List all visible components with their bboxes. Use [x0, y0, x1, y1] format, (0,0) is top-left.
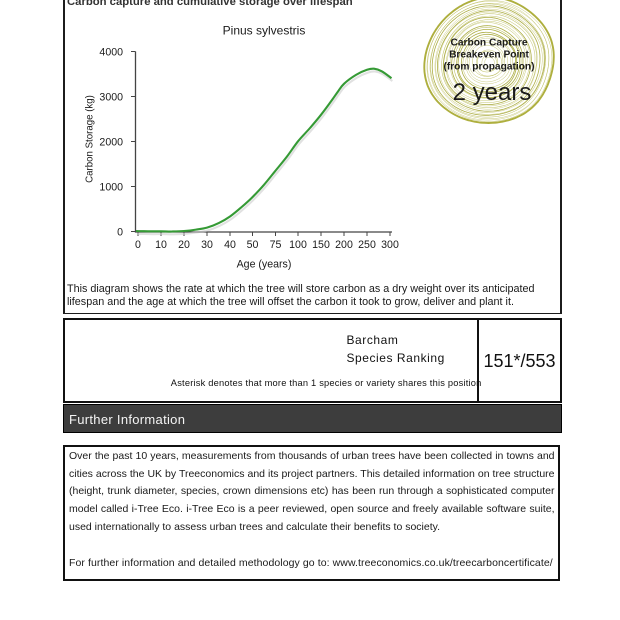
svg-text:50: 50 — [247, 239, 259, 251]
svg-text:200: 200 — [335, 239, 353, 251]
svg-text:Carbon Storage (kg): Carbon Storage (kg) — [85, 95, 96, 183]
svg-text:1000: 1000 — [99, 182, 123, 194]
svg-text:20: 20 — [178, 239, 190, 251]
svg-text:4000: 4000 — [99, 47, 123, 59]
svg-text:300: 300 — [381, 239, 399, 251]
svg-text:75: 75 — [270, 239, 282, 251]
svg-text:40: 40 — [224, 239, 236, 251]
svg-text:150: 150 — [312, 239, 330, 251]
svg-text:Carbon Capture: Carbon Capture — [451, 38, 528, 49]
svg-text:(from propagation): (from propagation) — [443, 62, 534, 73]
svg-text:0: 0 — [117, 227, 123, 239]
svg-text:30: 30 — [201, 239, 213, 251]
svg-text:0: 0 — [135, 239, 141, 251]
svg-text:Age (years): Age (years) — [237, 259, 292, 271]
svg-text:3000: 3000 — [99, 92, 123, 104]
svg-text:2 years: 2 years — [453, 79, 532, 106]
svg-text:2000: 2000 — [99, 137, 123, 149]
svg-text:100: 100 — [289, 239, 307, 251]
svg-text:Pinus sylvestris: Pinus sylvestris — [223, 24, 306, 38]
svg-text:10: 10 — [155, 239, 167, 251]
svg-text:Breakeven Point: Breakeven Point — [449, 50, 529, 61]
svg-text:250: 250 — [358, 239, 376, 251]
